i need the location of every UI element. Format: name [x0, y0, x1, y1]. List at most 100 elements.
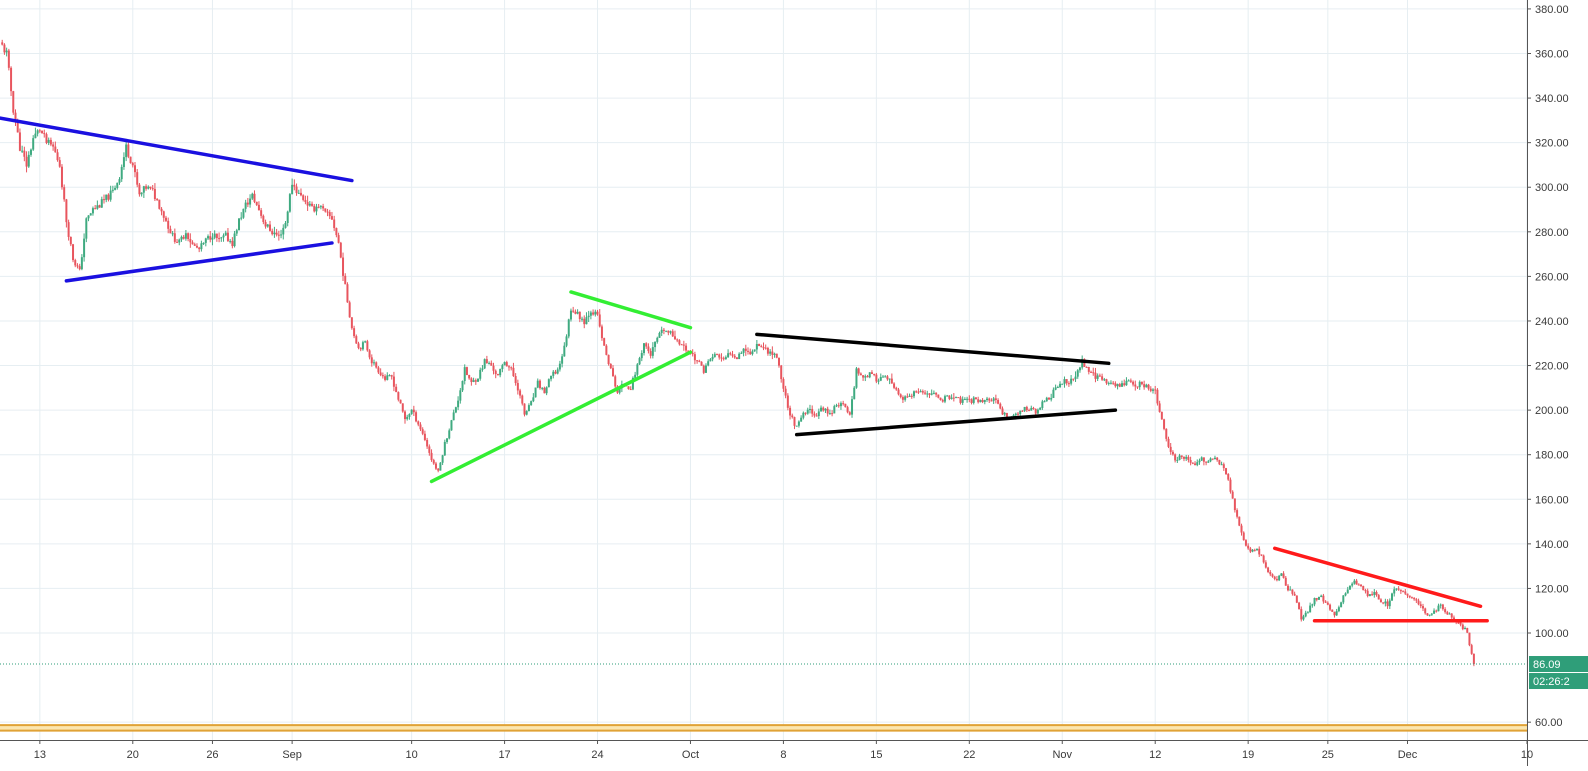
candle-down [523, 403, 526, 415]
candle-up [483, 359, 486, 369]
candle-up [1019, 410, 1022, 415]
candle-down [379, 372, 382, 376]
candle-down [415, 412, 418, 422]
candle-down [74, 260, 77, 266]
candle-up [884, 376, 887, 378]
candle-down [572, 310, 575, 312]
candle-up [1342, 595, 1345, 603]
candle-down [662, 329, 665, 331]
candle-down [426, 439, 429, 447]
candle-up [91, 208, 94, 214]
candle-up [1076, 370, 1079, 377]
trend-line[interactable] [0, 116, 354, 183]
candle-down [1187, 456, 1190, 461]
candle-up [1278, 575, 1281, 581]
x-tick-label: 13 [34, 749, 46, 761]
candle-down [893, 383, 896, 388]
candle-down [1094, 372, 1097, 379]
candle-down [1098, 375, 1101, 377]
candle-up [738, 353, 741, 360]
candle-down [1291, 589, 1294, 594]
candle-down [910, 395, 913, 397]
candle-down [76, 265, 79, 267]
candle-down [1371, 594, 1374, 596]
candle-up [527, 405, 530, 412]
candle-down [680, 344, 683, 346]
trend-line[interactable] [755, 332, 1111, 366]
candle-down [886, 376, 889, 380]
candle-down [1205, 461, 1208, 463]
candle-down [600, 326, 603, 339]
candle-up [669, 331, 672, 333]
candle-down [1382, 602, 1385, 604]
y-axis-ticks: 60.00 100.00 120.00 140.00 160.00 180.00 200.0… [1527, 4, 1569, 729]
candle-down [782, 379, 785, 389]
candle-down [1165, 428, 1168, 439]
candle-down [193, 244, 196, 246]
candle-up [751, 351, 754, 355]
candle-down [831, 413, 834, 415]
candle-up [742, 348, 745, 353]
candle-up [1317, 597, 1320, 600]
candle-down [999, 403, 1002, 409]
candle-down [678, 340, 681, 345]
candle-down [107, 194, 110, 200]
candle-down [260, 210, 263, 216]
candle-down [333, 219, 336, 229]
trend-line[interactable] [64, 241, 334, 283]
candle-up [1251, 549, 1254, 552]
trend-line[interactable] [569, 290, 693, 330]
candle-up [29, 149, 32, 155]
candle-up [530, 401, 533, 406]
candle-up [1070, 378, 1073, 384]
candle-down [1461, 624, 1464, 630]
candle-down [1238, 516, 1241, 526]
candle-up [100, 199, 103, 208]
candle-down [1450, 613, 1453, 618]
candle-up [713, 354, 716, 357]
candle-down [160, 208, 163, 212]
candle-down [1459, 622, 1462, 625]
candle-down [344, 275, 347, 285]
candle-down [1375, 592, 1378, 596]
candle-down [423, 433, 426, 440]
trend-lines[interactable] [0, 116, 1489, 623]
candle-down [1402, 591, 1405, 593]
candle-down [72, 244, 75, 261]
candle-down [353, 328, 356, 337]
candle-up [1220, 464, 1223, 466]
candle-up [541, 387, 544, 389]
candle-down [959, 397, 962, 403]
candle-down [968, 398, 971, 400]
candle-up [288, 194, 291, 212]
candle-up [1039, 407, 1042, 410]
candle-down [330, 216, 333, 220]
candle-up [1304, 612, 1307, 617]
candle-up [806, 409, 809, 414]
candle-up [114, 187, 117, 190]
candle-down [722, 358, 725, 360]
countdown-tag [1529, 673, 1588, 690]
candle-up [308, 203, 311, 206]
candle-up [552, 371, 555, 376]
candle-up [1003, 413, 1006, 415]
candle-down [103, 199, 106, 201]
trend-line[interactable] [429, 350, 693, 484]
x-tick-label: 26 [206, 749, 218, 761]
candle-down [1421, 606, 1424, 609]
trend-line[interactable] [1272, 546, 1483, 609]
candle-up [656, 337, 659, 342]
candle-up [122, 157, 125, 167]
candle-down [1156, 389, 1159, 404]
candle-down [306, 202, 309, 206]
candle-down [1101, 376, 1104, 380]
trend-line[interactable] [794, 408, 1118, 437]
x-tick-label: 20 [127, 749, 139, 761]
x-tick-label: 12 [1149, 749, 1161, 761]
candle-down [1472, 653, 1475, 665]
candle-down [844, 403, 847, 408]
candle-down [401, 403, 404, 412]
candle-up [963, 399, 966, 401]
